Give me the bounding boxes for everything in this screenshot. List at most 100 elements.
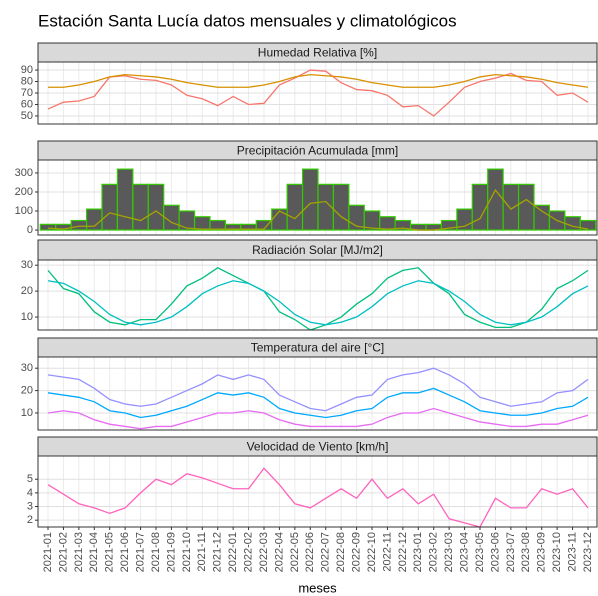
- y-tick-label: 50: [21, 110, 33, 122]
- bar: [132, 183, 149, 231]
- x-tick-label: 2022-09: [350, 532, 362, 572]
- bar: [39, 223, 57, 231]
- x-tick-label: 2021-06: [119, 532, 131, 572]
- line: [47, 407, 589, 430]
- x-tick-label: 2022-08: [335, 532, 347, 572]
- x-tick-label: 2021-12: [212, 532, 224, 572]
- x-tick-label: 2023-10: [551, 532, 563, 572]
- line: [47, 280, 589, 326]
- x-tick-label: 2023-03: [443, 532, 455, 572]
- bar: [471, 183, 489, 231]
- bar: [564, 216, 581, 231]
- x-tick-label: 2021-01: [42, 532, 54, 572]
- bar: [533, 204, 551, 231]
- bar: [271, 208, 288, 231]
- line: [47, 367, 589, 412]
- panel-border: [37, 259, 598, 331]
- y-tick-label: 0: [27, 224, 33, 236]
- bar: [70, 219, 88, 231]
- chart-title: Estación Santa Lucía datos mensuales y c…: [38, 11, 457, 30]
- y-tick-label: 20: [21, 384, 33, 396]
- x-tick-label: 2021-04: [88, 532, 100, 572]
- x-tick-label: 2021-02: [57, 532, 69, 572]
- panel-border: [37, 159, 598, 236]
- y-tick-label: 60: [21, 98, 33, 110]
- panel-title: Radiación Solar [MJ/m2]: [252, 243, 383, 257]
- x-axis-label: meses: [298, 580, 337, 595]
- x-tick-label: 2022-05: [289, 532, 301, 572]
- y-tick-label: 30: [21, 362, 33, 374]
- line: [48, 73, 589, 88]
- plot-area: [47, 367, 589, 430]
- y-tick-label: 100: [15, 205, 33, 217]
- bar: [85, 208, 103, 231]
- x-tick-label: 2022-10: [366, 532, 378, 572]
- y-tick-label: 300: [15, 167, 33, 179]
- x-tick-label: 2022-01: [227, 532, 239, 572]
- bar: [301, 168, 319, 231]
- plot-area: [47, 69, 589, 117]
- y-tick-label: 5: [27, 473, 33, 485]
- panel-border: [37, 61, 598, 125]
- line: [47, 467, 589, 527]
- panel: [38, 357, 597, 430]
- y-tick-label: 20: [21, 285, 33, 297]
- y-tick-label: 4: [27, 487, 33, 499]
- line: [47, 69, 589, 117]
- x-tick-label: 2022-04: [273, 532, 285, 572]
- panel-title: Velocidad de Viento [km/h]: [247, 440, 389, 454]
- bar: [332, 183, 350, 231]
- x-tick-label: 2023-06: [489, 532, 501, 572]
- x-tick-label: 2021-05: [104, 532, 116, 572]
- y-tick-label: 3: [27, 500, 33, 512]
- line: [47, 267, 589, 330]
- bar: [502, 183, 520, 231]
- bar: [193, 216, 211, 231]
- x-tick-label: 2022-07: [320, 532, 332, 572]
- x-tick-label: 2022-12: [397, 532, 409, 572]
- bar: [579, 219, 597, 231]
- x-tick-label: 2021-08: [150, 532, 162, 572]
- bar: [286, 183, 304, 231]
- x-tick-label: 2023-11: [566, 532, 578, 572]
- x-tick-label: 2021-09: [165, 532, 177, 572]
- x-tick-label: 2023-02: [428, 532, 440, 572]
- bar: [517, 183, 535, 231]
- panel: [38, 456, 597, 527]
- y-tick-label: 30: [21, 259, 33, 271]
- x-tick-label: 2022-06: [304, 532, 316, 572]
- y-tick-label: 200: [15, 186, 33, 198]
- x-tick-label: 2022-11: [381, 532, 393, 572]
- y-tick-label: 80: [21, 75, 33, 87]
- bar: [101, 183, 119, 231]
- x-tick-label: 2021-03: [73, 532, 85, 572]
- y-tick-label: 90: [21, 64, 33, 76]
- x-tick-label: 2022-02: [242, 532, 254, 572]
- x-tick-label: 2023-07: [505, 532, 517, 572]
- plot-area: [47, 467, 589, 527]
- x-tick-label: 2023-08: [520, 532, 532, 572]
- x-tick-label: 2023-01: [412, 532, 424, 572]
- bar: [379, 216, 396, 231]
- panel-border: [37, 356, 598, 431]
- bar: [147, 183, 165, 231]
- x-tick-label: 2023-12: [582, 532, 594, 572]
- x-tick-label: 2023-09: [536, 532, 548, 572]
- panel-title: Temperatura del aire [°C]: [251, 341, 385, 355]
- x-tick-label: 2023-04: [458, 532, 470, 572]
- x-tick-label: 2022-03: [258, 532, 270, 572]
- bar: [116, 168, 134, 231]
- panel-border: [37, 455, 598, 528]
- x-tick-label: 2021-10: [181, 532, 193, 572]
- panel-title: Precipitación Acumulada [mm]: [237, 144, 398, 158]
- line: [47, 387, 589, 419]
- x-tick-label: 2021-11: [196, 532, 208, 572]
- y-tick-label: 10: [21, 311, 33, 323]
- y-tick-label: 70: [21, 87, 33, 99]
- plot-area: [39, 168, 597, 231]
- x-tick-label: 2023-05: [474, 532, 486, 572]
- panel-title: Humedad Relativa [%]: [258, 46, 377, 60]
- bar: [178, 210, 196, 231]
- line: [47, 188, 589, 231]
